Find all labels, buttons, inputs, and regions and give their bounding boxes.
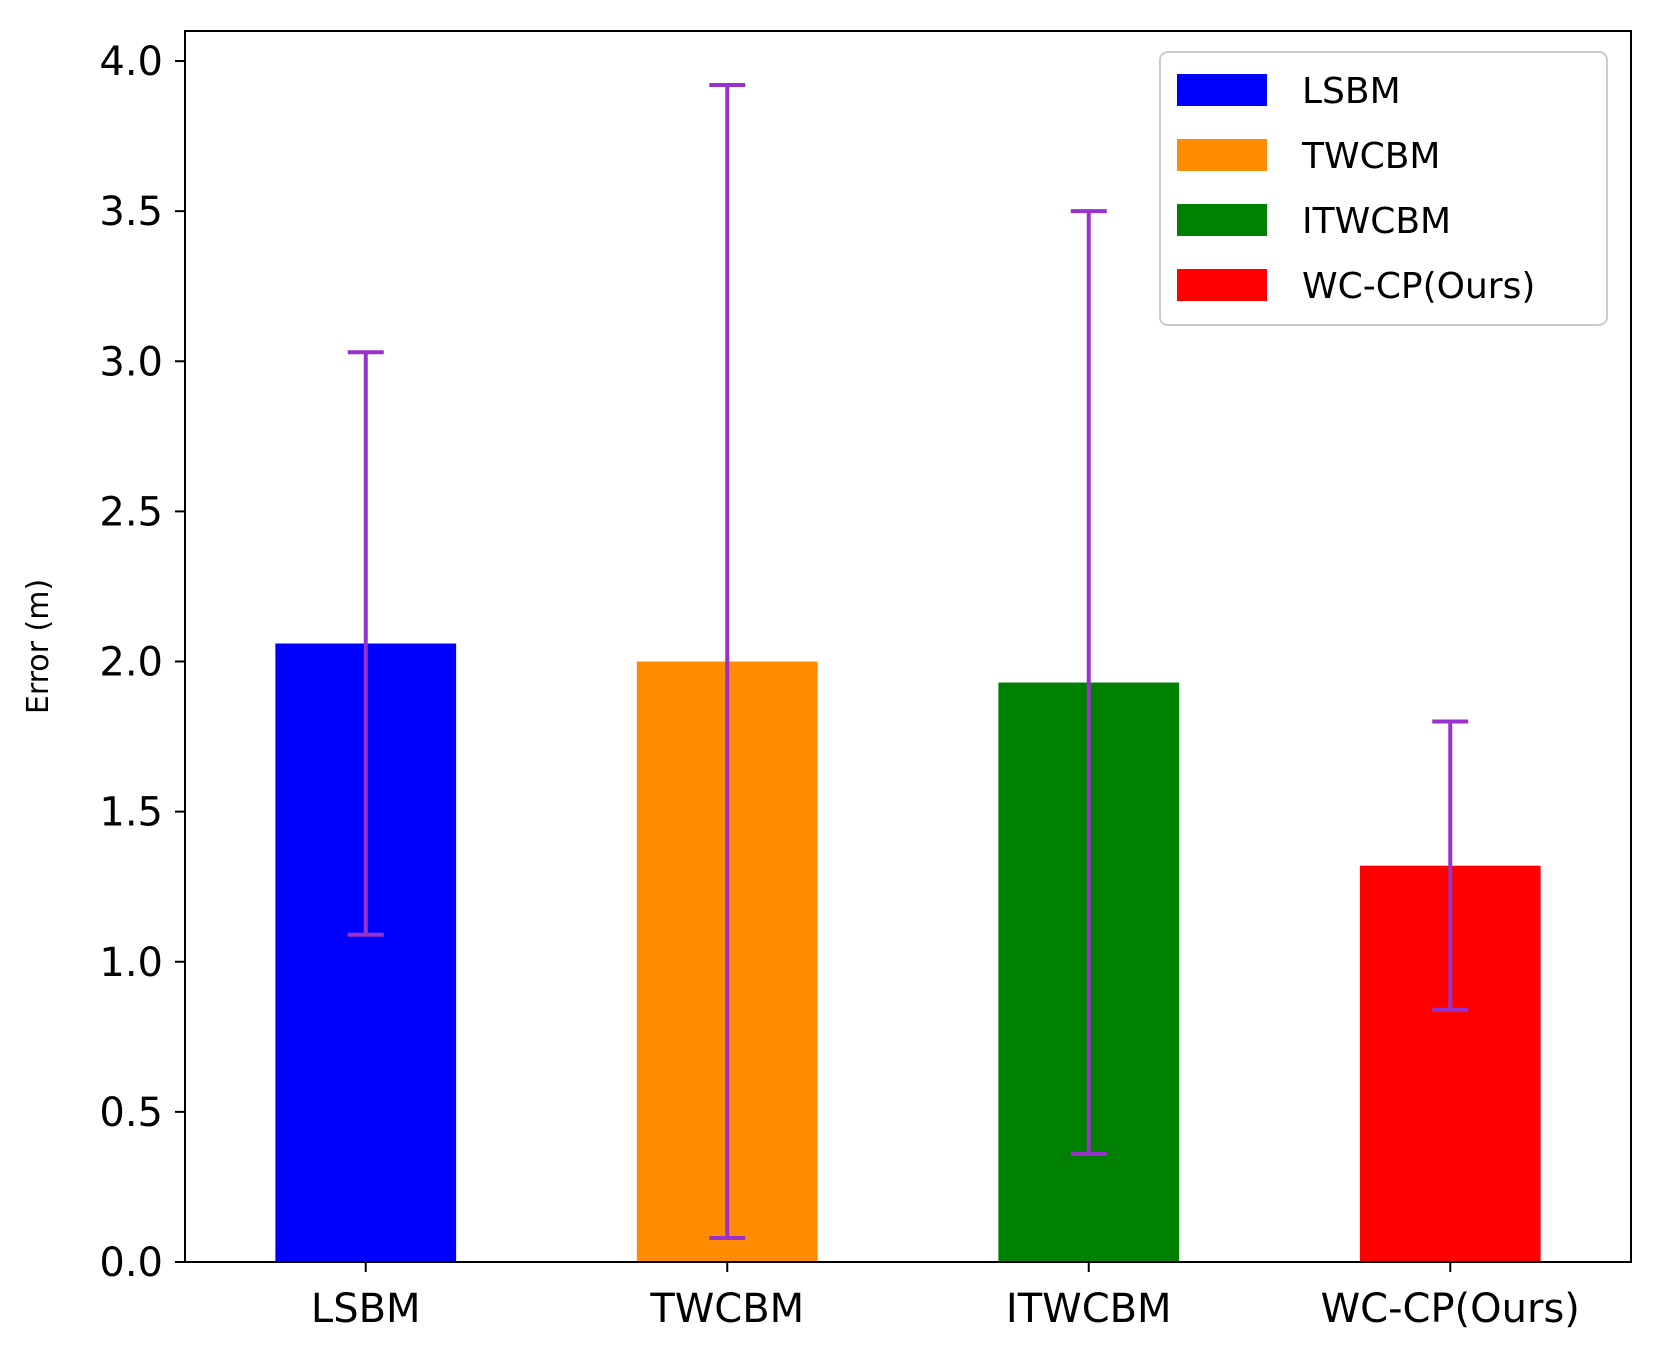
legend-swatch xyxy=(1177,74,1267,106)
legend-swatch xyxy=(1177,204,1267,236)
y-tick-label: 1.5 xyxy=(99,790,163,836)
legend-swatch xyxy=(1177,139,1267,171)
x-tick-label: WC-CP(Ours) xyxy=(1321,1286,1580,1332)
x-tick-label: LSBM xyxy=(311,1286,421,1332)
y-tick-label: 1.0 xyxy=(99,940,163,986)
error-bars-group xyxy=(347,83,1469,1240)
y-tick-label: 3.0 xyxy=(99,339,163,385)
y-tick-label: 0.5 xyxy=(99,1090,163,1136)
x-tick-label: ITWCBM xyxy=(1006,1286,1172,1332)
y-tick-label: 4.0 xyxy=(99,39,163,85)
y-axis: 0.0 0.5 1.0 1.5 2.0 2.5 3.0 3.5 4.0 xyxy=(99,39,185,1286)
x-tick-label: TWCBM xyxy=(649,1286,804,1332)
y-tick-label: 0.0 xyxy=(99,1240,163,1286)
legend: LSBM TWCBM ITWCBM WC-CP(Ours) xyxy=(1159,51,1608,326)
x-axis: LSBM TWCBM ITWCBM WC-CP(Ours) xyxy=(311,1262,1580,1332)
legend-box xyxy=(1159,51,1608,326)
y-axis-title: Error (m) xyxy=(21,579,56,714)
y-tick-label: 2.5 xyxy=(99,489,163,535)
legend-label: LSBM xyxy=(1302,71,1401,112)
plot-area-frame xyxy=(184,30,1632,1263)
legend-label: WC-CP(Ours) xyxy=(1302,266,1535,307)
y-tick-label: 3.5 xyxy=(99,189,163,235)
legend-swatch xyxy=(1177,269,1267,301)
legend-label: TWCBM xyxy=(1301,136,1440,177)
legend-label: ITWCBM xyxy=(1302,201,1451,242)
y-tick-label: 2.0 xyxy=(99,640,163,686)
bars-group xyxy=(275,643,1541,1262)
